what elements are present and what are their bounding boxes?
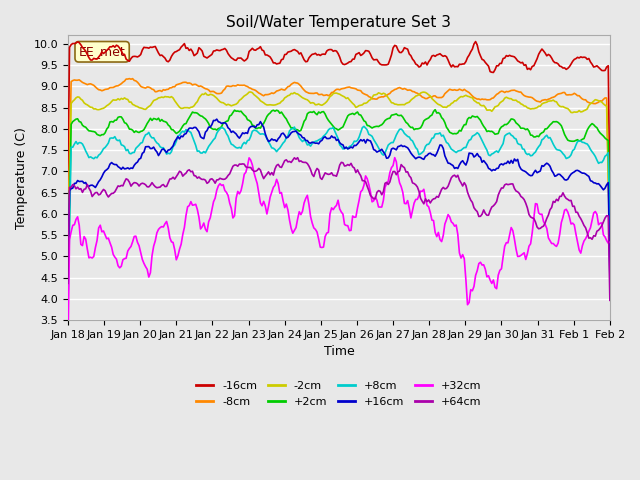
X-axis label: Time: Time [323,345,355,359]
Legend: -16cm, -8cm, -2cm, +2cm, +8cm, +16cm, +32cm, +64cm: -16cm, -8cm, -2cm, +2cm, +8cm, +16cm, +3… [192,377,486,411]
Y-axis label: Temperature (C): Temperature (C) [15,127,28,228]
Text: EE_met: EE_met [79,45,125,58]
Title: Soil/Water Temperature Set 3: Soil/Water Temperature Set 3 [227,15,451,30]
